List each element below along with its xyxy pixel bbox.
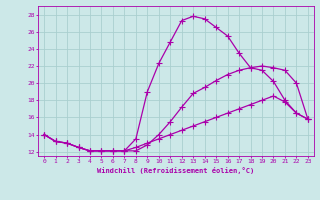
X-axis label: Windchill (Refroidissement éolien,°C): Windchill (Refroidissement éolien,°C) <box>97 167 255 174</box>
